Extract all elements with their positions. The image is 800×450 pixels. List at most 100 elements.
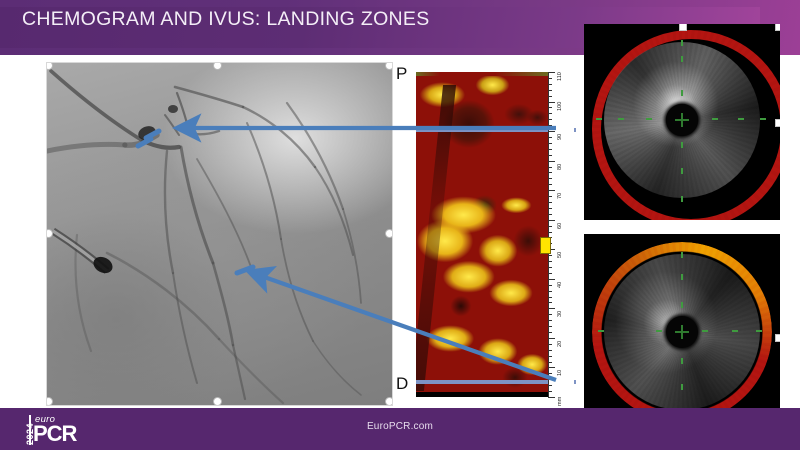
ruler-tick-major (548, 397, 555, 398)
ivus-tick-left2-proximal (618, 118, 624, 120)
ivus-distal-panel[interactable] (584, 234, 780, 440)
europcr-logo: 2024 euro PCR (14, 414, 100, 446)
ivus-tick-top3-distal (681, 302, 683, 308)
chemogram-image (416, 72, 548, 397)
ruler-tick-minor (548, 231, 552, 233)
ruler-tick-major (548, 160, 555, 162)
ruler-tick-minor (548, 142, 552, 144)
ruler-tick-minor (548, 184, 552, 186)
selection-handle-bottom-right[interactable] (385, 397, 392, 405)
logo-pcr-text: PCR (33, 421, 77, 446)
chemogram-halo-ring-proximal (592, 30, 780, 220)
ruler-tick-minor (548, 113, 552, 115)
selection-handle-right[interactable] (385, 229, 392, 238)
ruler-tick-label: 10 (557, 370, 563, 377)
ivus-proximal-handle-right[interactable] (775, 119, 780, 127)
catheter-crosshair-h-proximal (675, 119, 689, 121)
ruler-tick-minor (548, 172, 552, 174)
ivus-tick-right-distal (702, 330, 708, 332)
ivus-proximal-panel[interactable] (584, 24, 780, 220)
ruler-tick-label: 20 (557, 340, 563, 347)
ruler-tick-minor (548, 326, 552, 328)
ruler-tick-minor (548, 385, 552, 387)
ivus-proximal-handle-top[interactable] (679, 24, 687, 31)
chemogram-distal-label: D (396, 374, 409, 393)
ruler-tick-minor (548, 314, 552, 316)
ivus-tick-right-proximal (712, 118, 718, 120)
ivus-tick-right2-distal (732, 330, 738, 332)
ruler-tick-major (548, 308, 555, 310)
chemogram-bottom-edge (416, 392, 548, 397)
selection-handle-top-right[interactable] (385, 63, 392, 70)
angiogram-panel[interactable] (47, 63, 392, 405)
catheter-crosshair-h-distal (675, 331, 689, 333)
ruler-tick-minor (548, 320, 552, 322)
ruler-tick-minor (548, 95, 552, 97)
selection-handle-top-left[interactable] (47, 63, 53, 70)
ruler-tick-minor (548, 178, 552, 180)
ruler-tick-label: 110 (557, 72, 563, 81)
ruler-tick-major (548, 219, 555, 221)
ruler-tick-minor (548, 296, 552, 298)
ruler-tick-minor (548, 119, 552, 121)
ruler-tick-minor (548, 332, 552, 333)
ruler-tick-minor (548, 272, 552, 274)
ruler-tick-label: 80 (557, 163, 563, 170)
selection-handle-bottom[interactable] (213, 397, 222, 405)
ruler-tick-minor (548, 89, 552, 91)
ruler-tick-label: 30 (557, 311, 563, 318)
ivus-distal-handle-right[interactable] (775, 334, 780, 342)
ruler-axis (548, 72, 549, 397)
ruler-tick-minor (548, 202, 552, 203)
ivus-tick-right3-distal (756, 330, 762, 332)
ruler-tick-major (548, 190, 555, 192)
ivus-tick-top3-proximal (681, 90, 683, 96)
chemogram-top-edge (416, 72, 548, 76)
ivus-distal-image (584, 234, 780, 440)
ruler-tick-major (548, 249, 555, 251)
ruler-tick-major (548, 337, 555, 339)
ruler-tick-minor (548, 255, 552, 257)
ruler-tick-minor (548, 284, 552, 286)
ivus-proximal-image (584, 24, 780, 220)
ivus-tick-top2-proximal (681, 56, 683, 62)
ruler-tick-minor (548, 379, 552, 381)
ivus-tick-right3-proximal (760, 118, 766, 120)
selection-handle-top[interactable] (213, 63, 222, 70)
ivus-tick-right2-proximal (738, 118, 744, 120)
ruler-tick-major (548, 367, 555, 369)
logo-divider (29, 415, 31, 445)
selection-handle-left[interactable] (47, 229, 53, 238)
ruler-tick-label: 70 (557, 192, 563, 200)
ruler-tick-minor (548, 196, 552, 198)
ruler-position-marker[interactable] (540, 237, 551, 254)
ruler-tick-minor (548, 148, 552, 150)
chemogram-ruler: 110 100 90 80 70 60 50 40 30 20 10 mm (540, 72, 574, 406)
selection-handle-bottom-left[interactable] (47, 397, 53, 405)
ruler-tick-minor (548, 154, 552, 156)
ruler-tick-major (548, 278, 555, 280)
page-title: CHEMOGRAM AND IVUS: LANDING ZONES (22, 8, 430, 30)
ivus-tick-bot2-distal (681, 384, 683, 390)
footer-bar: 2024 euro PCR EuroPCR.com (0, 408, 800, 450)
ivus-tick-top-distal (681, 252, 683, 258)
logo-euro-text: euro (35, 414, 56, 425)
chemogram-panel[interactable]: P D 110 100 90 80 70 60 50 40 30 20 10 mm (396, 62, 576, 407)
ruler-tick-label: 40 (557, 281, 563, 288)
ruler-tick-minor (548, 373, 552, 375)
ivus-tick-left-distal (598, 330, 604, 332)
ruler-tick-minor (548, 83, 552, 85)
ruler-tick-label: 60 (557, 222, 563, 229)
ruler-tick-label: 90 (557, 133, 563, 141)
ruler-tick-minor (548, 290, 552, 292)
ruler-tick-minor (548, 225, 552, 227)
ruler-tick-minor (548, 355, 552, 357)
ruler-tick-minor (548, 213, 552, 215)
ruler-tick-minor (548, 207, 552, 209)
ivus-tick-top-proximal (681, 40, 683, 46)
ruler-tick-minor (548, 137, 552, 138)
ruler-tick-minor (548, 107, 552, 109)
angiogram-vessel-tree (47, 69, 362, 405)
ivus-proximal-handle-top-right[interactable] (775, 24, 780, 31)
